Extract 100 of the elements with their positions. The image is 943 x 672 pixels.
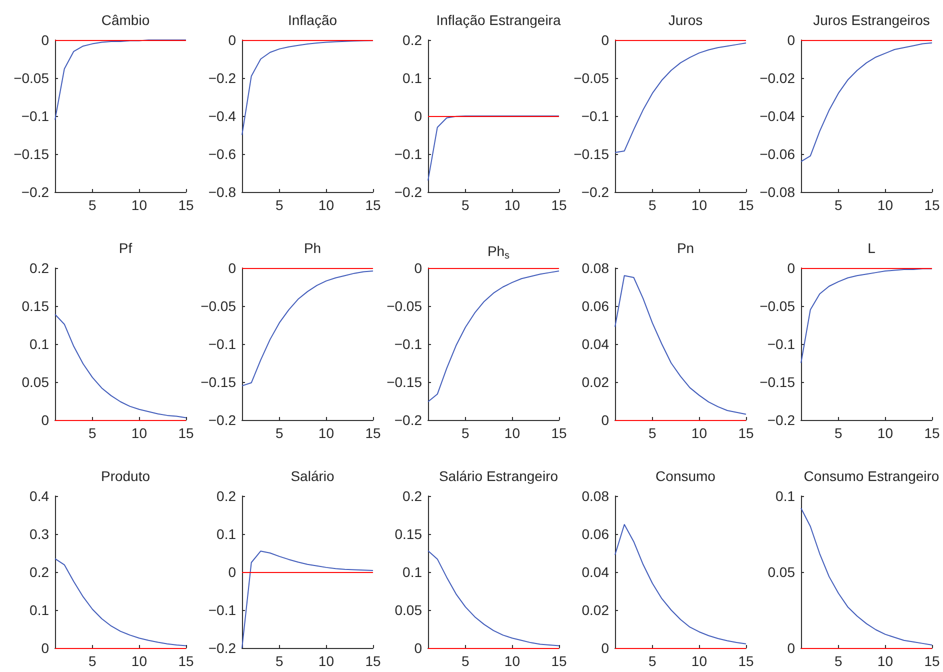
x-tick-label: 15 xyxy=(738,653,754,669)
y-tick-label: 0 xyxy=(414,260,422,276)
y-tick-label: 0.3 xyxy=(30,526,50,542)
x-tick-label: 5 xyxy=(88,425,97,441)
y-tick-label: 0.08 xyxy=(581,488,609,504)
y-tick-label: 0.05 xyxy=(768,564,796,580)
x-tick-label: 5 xyxy=(462,425,470,441)
y-tick-label: −0.2 xyxy=(394,184,422,200)
y-tick-label: 0.05 xyxy=(394,602,422,618)
y-tick-label: 0 xyxy=(228,32,236,48)
y-tick-label: −0.06 xyxy=(760,146,796,162)
y-tick-label: 0 xyxy=(228,564,236,580)
line-series xyxy=(614,524,746,644)
y-tick-label: 0.15 xyxy=(22,298,50,314)
x-tick-label: 10 xyxy=(504,197,520,213)
y-tick-label: −0.08 xyxy=(760,184,796,200)
y-tick-label: −0.1 xyxy=(21,108,50,124)
y-tick-label: 0 xyxy=(41,412,50,428)
x-tick-label: 15 xyxy=(551,653,567,669)
y-tick-label: −0.2 xyxy=(21,184,50,200)
x-tick-label: 5 xyxy=(834,197,843,213)
y-tick-label: −0.4 xyxy=(208,108,236,124)
chart-title: Câmbio xyxy=(101,12,150,28)
x-tick-label: 5 xyxy=(275,653,284,669)
chart-title: Salário xyxy=(290,468,334,484)
x-tick-label: 15 xyxy=(551,197,567,213)
y-tick-label: −0.05 xyxy=(760,298,796,314)
x-tick-label: 15 xyxy=(178,197,194,213)
line-series xyxy=(800,268,932,364)
x-tick-label: 5 xyxy=(648,197,656,213)
x-tick-label: 10 xyxy=(877,653,894,669)
y-tick-label: 0.15 xyxy=(394,526,422,542)
x-tick-label: 10 xyxy=(690,653,707,669)
y-tick-label: 0.1 xyxy=(402,70,422,86)
y-tick-label: 0 xyxy=(414,640,422,656)
x-tick-label: 15 xyxy=(178,425,194,441)
y-tick-label: −0.15 xyxy=(760,374,796,390)
y-tick-label: 0.08 xyxy=(581,260,609,276)
line-series xyxy=(54,40,186,120)
x-tick-label: 10 xyxy=(690,425,707,441)
y-tick-label: 0.1 xyxy=(216,526,236,542)
x-tick-label: 5 xyxy=(648,653,656,669)
line-series xyxy=(428,116,560,182)
x-tick-label: 5 xyxy=(648,425,656,441)
x-tick-label: 15 xyxy=(738,197,754,213)
y-tick-label: 0.4 xyxy=(30,488,50,504)
y-tick-label: −0.1 xyxy=(208,602,236,618)
chart-title: L xyxy=(868,240,876,256)
y-tick-label: −0.2 xyxy=(208,70,236,86)
x-tick-label: 15 xyxy=(551,425,567,441)
x-tick-label: 15 xyxy=(924,425,940,441)
x-tick-label: 10 xyxy=(131,653,148,669)
y-tick-label: 0.1 xyxy=(402,564,422,580)
y-tick-label: 0 xyxy=(228,260,236,276)
x-tick-label: 10 xyxy=(318,425,334,441)
y-tick-label: −0.2 xyxy=(767,412,796,428)
y-tick-label: 0 xyxy=(600,640,609,656)
y-tick-label: −0.8 xyxy=(208,184,236,200)
line-series xyxy=(428,270,560,402)
y-tick-label: −0.05 xyxy=(14,70,50,86)
x-tick-label: 10 xyxy=(318,653,334,669)
x-tick-label: 5 xyxy=(462,197,470,213)
y-tick-label: −0.04 xyxy=(760,108,796,124)
y-tick-label: −0.05 xyxy=(573,70,609,86)
y-tick-label: 0.1 xyxy=(30,602,50,618)
line-series xyxy=(614,42,746,153)
chart-title: Pn xyxy=(676,240,694,256)
y-tick-label: 0.2 xyxy=(402,488,422,504)
y-tick-label: −0.05 xyxy=(200,298,236,314)
x-tick-label: 5 xyxy=(88,653,97,669)
chart-title: Consumo Estrangeiro xyxy=(804,468,940,484)
chart-title: Inflação xyxy=(287,12,337,28)
y-tick-label: 0 xyxy=(600,412,609,428)
chart-title: Salário Estrangeiro xyxy=(438,468,558,484)
x-tick-label: 15 xyxy=(924,653,940,669)
line-series xyxy=(800,42,932,162)
y-tick-label: 0.06 xyxy=(581,298,609,314)
x-tick-label: 15 xyxy=(364,653,380,669)
x-tick-label: 15 xyxy=(364,197,380,213)
y-tick-label: 0.02 xyxy=(581,602,609,618)
y-tick-label: −0.02 xyxy=(760,70,796,86)
y-tick-label: 0.2 xyxy=(216,488,236,504)
x-tick-label: 10 xyxy=(318,197,334,213)
x-tick-label: 5 xyxy=(275,425,284,441)
y-tick-label: 0.05 xyxy=(22,374,50,390)
y-tick-label: −0.1 xyxy=(394,336,422,352)
line-series xyxy=(800,508,932,646)
y-tick-label: −0.2 xyxy=(208,412,236,428)
y-tick-label: 0 xyxy=(41,640,50,656)
y-tick-label: 0.06 xyxy=(581,526,609,542)
y-tick-label: −0.15 xyxy=(200,374,236,390)
x-tick-label: 10 xyxy=(690,197,707,213)
y-tick-label: 0.04 xyxy=(581,336,609,352)
y-tick-label: 0.1 xyxy=(776,488,796,504)
x-tick-label: 10 xyxy=(877,197,894,213)
x-tick-label: 15 xyxy=(924,197,940,213)
x-tick-label: 10 xyxy=(131,425,148,441)
y-tick-label: 0 xyxy=(787,260,796,276)
x-tick-label: 5 xyxy=(88,197,97,213)
chart-title: Produto xyxy=(100,468,150,484)
